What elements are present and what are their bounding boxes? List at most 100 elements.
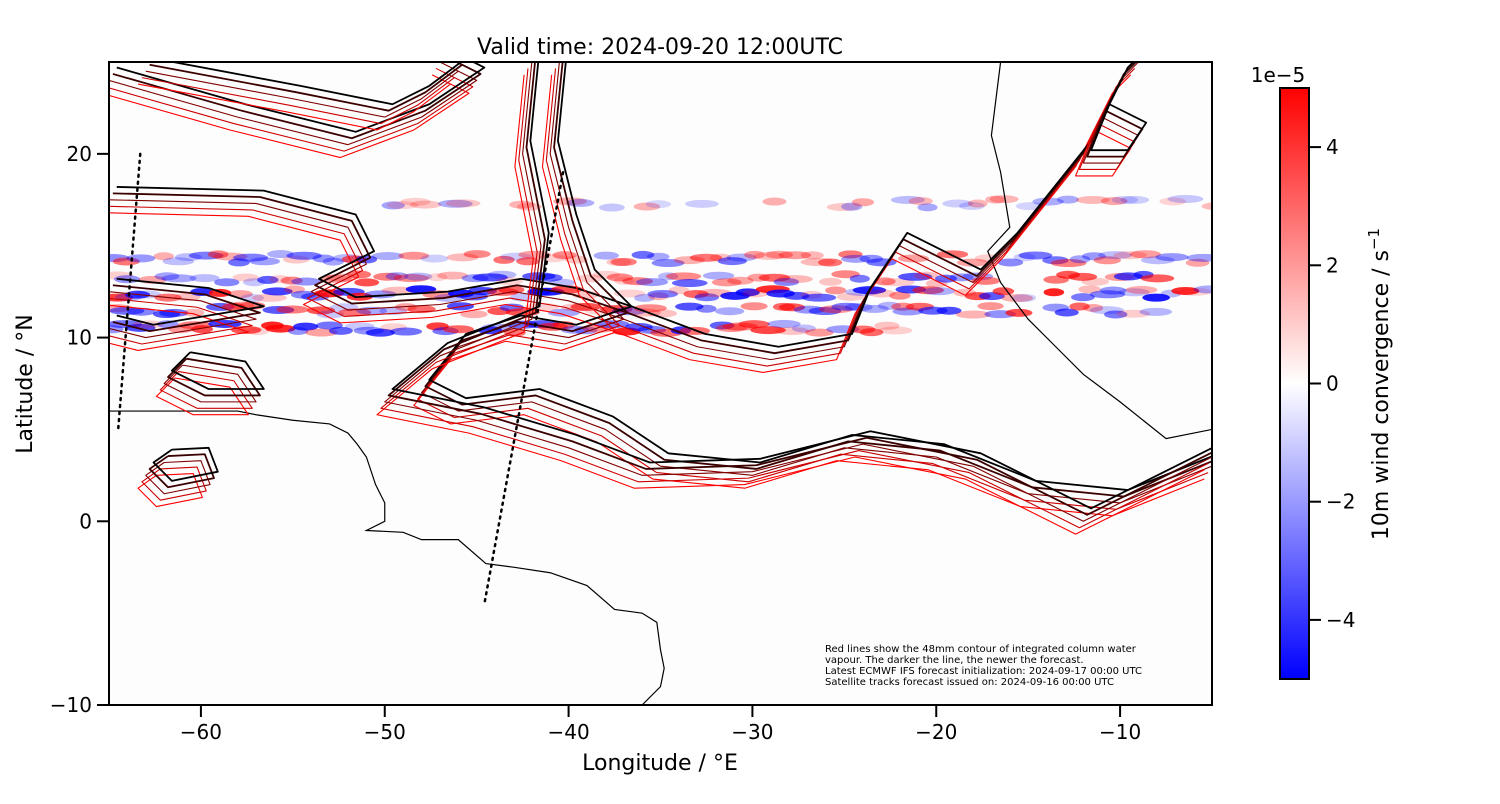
iwv-contour (112, 62, 1138, 355)
iwv-contour (424, 62, 1212, 498)
x-axis-label: Longitude / °E (582, 751, 738, 776)
convergence-cell (778, 303, 806, 312)
iwv-contour (170, 351, 265, 390)
convergence-cell (696, 304, 717, 313)
convergence-cell (564, 255, 588, 264)
iwv-contour (109, 62, 1139, 361)
convergence-cell (1054, 308, 1079, 317)
convergence-cell (261, 287, 293, 296)
convergence-cell (1098, 251, 1133, 260)
convergence-cell (936, 306, 962, 315)
convergence-cell (154, 272, 180, 281)
convergence-cell (208, 288, 232, 297)
convergence-cell (109, 271, 134, 280)
convergence-cell (877, 301, 902, 310)
convergence-cell (694, 293, 720, 302)
convergence-cell (805, 328, 834, 337)
colorbar-label-text: 10m wind convergence / s (1369, 250, 1394, 540)
convergence-cell (280, 276, 303, 285)
convergence-cell (1129, 250, 1161, 259)
convergence-cell (398, 251, 430, 260)
convergence-cell (989, 195, 1019, 204)
convergence-cell (293, 322, 319, 331)
convergence-cell (758, 273, 791, 282)
convergence-cell (651, 259, 685, 268)
convergence-cell (778, 251, 812, 260)
colorbar: −4 −2 0 2 4 1e−5 10m wind convergence / s−1 (1251, 63, 1394, 680)
iwv-contour (109, 74, 1132, 374)
convergence-cell (233, 253, 269, 262)
convergence-cell (338, 308, 372, 317)
convergence-cell (312, 254, 335, 263)
convergence-cell (188, 251, 224, 260)
convergence-cell (889, 291, 911, 300)
convergence-cell (647, 289, 679, 298)
iwv-contour (163, 364, 257, 403)
convergence-cell (598, 203, 625, 212)
convergence-cell (445, 199, 481, 208)
convergence-cell (109, 306, 145, 315)
convergence-cell (936, 250, 969, 259)
iwv-contour (1086, 109, 1144, 158)
convergence-cell (866, 258, 897, 267)
convergence-cell (328, 326, 353, 335)
convergence-cell (740, 302, 768, 311)
convergence-cell (955, 310, 992, 319)
convergence-cell (1043, 288, 1065, 297)
convergence-cell (1171, 286, 1200, 295)
convergence-cell (635, 278, 669, 287)
iwv-contour (109, 304, 249, 351)
convergence-cell (1018, 251, 1053, 260)
convergence-cell (908, 197, 933, 206)
iwv-contour (148, 453, 215, 489)
convergence-cell (868, 289, 896, 298)
iwv-contour (1078, 123, 1136, 171)
convergence-cell (750, 326, 786, 335)
convergence-cell (373, 272, 402, 281)
iwv-contour (376, 74, 1205, 535)
iwv-contour (391, 62, 1212, 510)
convergence-cell (971, 276, 1001, 285)
convergence-cell (1193, 285, 1212, 294)
convergence-cell (890, 195, 926, 204)
iwv-contour (428, 62, 1212, 491)
convergence-cell (753, 251, 785, 260)
convergence-cell (808, 307, 842, 316)
convergence-cell (126, 254, 156, 263)
iwv-contour (109, 297, 253, 345)
convergence-cell (371, 252, 404, 261)
convergence-cell (646, 252, 670, 261)
convergence-cell (322, 257, 344, 266)
convergence-cell (1042, 256, 1069, 265)
convergence-cell (265, 324, 296, 333)
convergence-cell (671, 279, 708, 288)
colorbar-label: 10m wind convergence / s−1 (1365, 228, 1394, 540)
iwv-contour (1090, 103, 1148, 152)
convergence-cell (1081, 252, 1106, 261)
convergence-cell (460, 310, 488, 319)
convergence-cell (923, 287, 955, 296)
convergence-cell (610, 257, 637, 266)
convergence-cell (576, 274, 604, 283)
convergence-cell (1104, 310, 1128, 319)
convergence-cell (791, 324, 816, 333)
colorbar-tick-label: 0 (1326, 372, 1339, 396)
convergence-cell (836, 292, 865, 301)
convergence-cell (738, 320, 770, 329)
convergence-cell (702, 271, 735, 280)
convergence-cell (1069, 255, 1091, 264)
iwv-contour (159, 371, 253, 409)
convergence-cell (132, 320, 165, 329)
convergence-cell (1100, 197, 1128, 206)
plot-frame (108, 61, 1213, 706)
convergence-cell (1078, 285, 1101, 294)
convergence-cell (1113, 251, 1147, 260)
convergence-cell (841, 254, 871, 263)
convergence-cell (214, 278, 240, 287)
convergence-cell (689, 253, 723, 262)
convergence-cell (762, 197, 787, 206)
annotation-line: Latest ECMWF IFS forecast initialization… (825, 666, 1142, 677)
colorbar-tick-label: −4 (1326, 608, 1355, 632)
convergence-cell (1116, 309, 1151, 318)
